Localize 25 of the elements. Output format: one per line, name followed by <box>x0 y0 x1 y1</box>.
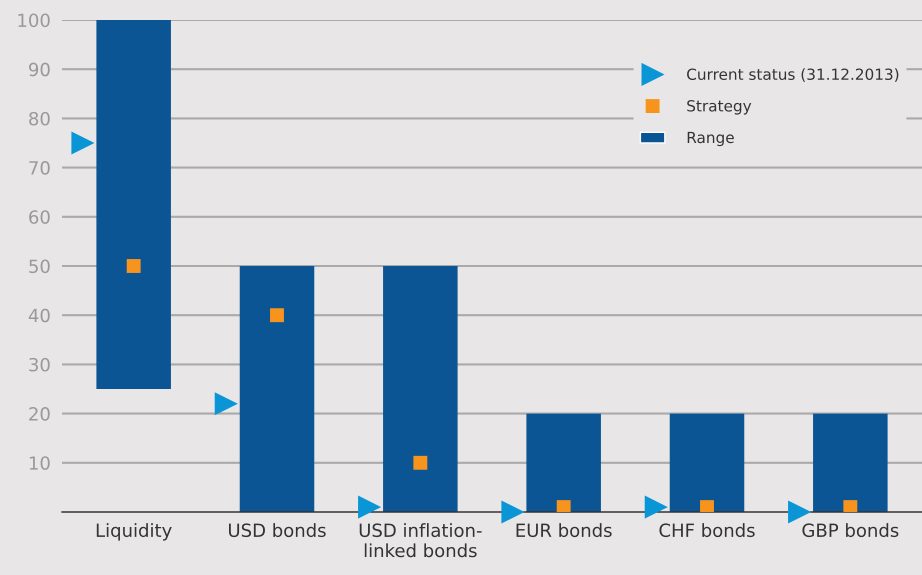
y-tick-label: 90 <box>29 62 50 76</box>
y-tick-label: 60 <box>29 210 50 224</box>
bar <box>526 414 601 512</box>
x-tick-label: Liquidity <box>96 523 172 541</box>
y-tick-label: 40 <box>28 308 50 322</box>
bar <box>96 20 171 389</box>
y-tick-label: 20 <box>29 407 50 421</box>
x-tick-label: EUR bonds <box>516 523 612 538</box>
y-tick-label: 50 <box>29 259 50 274</box>
x-tick-label: USD bonds <box>229 523 326 538</box>
legend-label: Range <box>688 132 734 146</box>
y-tick-label: 100 <box>18 13 50 28</box>
x-tick-label: GBP bonds <box>802 523 898 538</box>
x-tick-label: USD inflation- linked bonds <box>360 523 482 558</box>
bar <box>383 266 458 512</box>
legend-label: Strategy <box>687 100 752 115</box>
bar <box>813 414 888 512</box>
y-tick-label: 70 <box>29 161 50 175</box>
y-tick-label: 10 <box>30 456 50 470</box>
bar <box>240 266 314 512</box>
y-tick-label: 30 <box>29 358 50 372</box>
legend-label: Current status (31.12.2013) <box>687 68 898 82</box>
x-tick-label: CHF bonds <box>659 523 755 538</box>
y-tick-label: 80 <box>29 112 50 126</box>
bar <box>670 414 744 512</box>
